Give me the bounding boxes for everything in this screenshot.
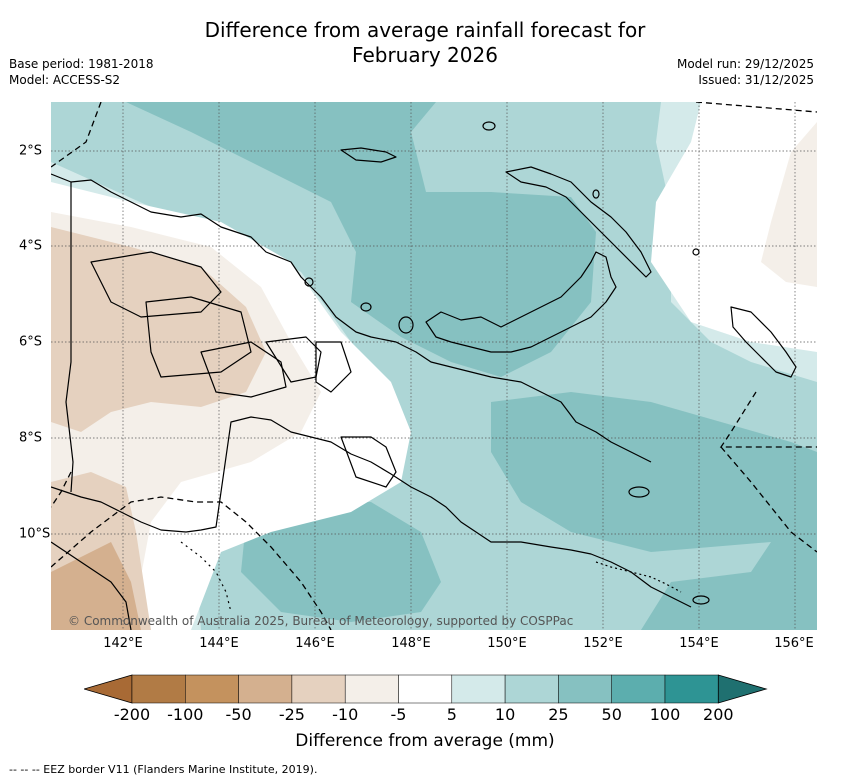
lon-tick: 150°E xyxy=(487,636,527,651)
band-25-50-north xyxy=(126,102,596,377)
meta-right: Model run: 29/12/2025 Issued: 31/12/2025 xyxy=(677,56,814,88)
province-border-1 xyxy=(90,251,222,318)
model-name: Model: ACCESS-S2 xyxy=(9,73,121,87)
colorbar-title: Difference from average (mm) xyxy=(295,731,555,751)
colorbar-label: 50 xyxy=(601,705,622,724)
copyright-notice: © Commonwealth of Australia 2025, Bureau… xyxy=(68,614,574,628)
lat-tick: 4°S xyxy=(19,238,43,254)
lat-tick: 2°S xyxy=(19,143,43,159)
colorbar-extend-high xyxy=(717,674,768,704)
colorbar-label: 5 xyxy=(446,705,457,724)
island-6 xyxy=(304,277,314,287)
colorbar-label: -25 xyxy=(278,705,305,724)
lon-tick: 156°E xyxy=(774,636,814,651)
island-2 xyxy=(398,316,414,334)
manus-coast xyxy=(340,147,397,163)
colorbar-cell xyxy=(664,674,719,704)
new-guinea-coast-south xyxy=(51,416,692,608)
band-neg25-neg50 xyxy=(51,542,141,630)
colorbar-cell xyxy=(558,674,612,704)
new-guinea-coast-north xyxy=(51,173,652,463)
lat-tick: 6°S xyxy=(19,334,43,350)
colorbar-extend-low xyxy=(84,674,133,704)
base-period: Base period: 1981-2018 xyxy=(9,57,154,71)
cape-york xyxy=(51,541,132,630)
colorbar-cell xyxy=(131,674,186,704)
gridlines xyxy=(51,102,817,630)
colorbar-label: -10 xyxy=(332,705,359,724)
colorbar-cell xyxy=(291,674,346,704)
province-border-3 xyxy=(200,341,287,398)
issued-date: Issued: 31/12/2025 xyxy=(698,73,814,87)
eez-south-west xyxy=(51,471,72,508)
band-neg5-neg10-east xyxy=(761,122,817,287)
png-indonesia-border xyxy=(65,182,74,493)
lat-tick: 10°S xyxy=(19,526,51,542)
louisiade-islands xyxy=(595,561,682,593)
island-7 xyxy=(592,189,600,199)
island-8 xyxy=(692,248,700,256)
coastlines xyxy=(51,121,797,630)
rainfall-map xyxy=(51,102,817,630)
new-ireland-coast xyxy=(505,166,652,278)
colorbar-cell xyxy=(611,674,666,704)
bougainville-coast xyxy=(730,306,797,378)
band-25-50-south xyxy=(241,502,441,622)
province-border-2 xyxy=(145,296,252,378)
lon-tick: 146°E xyxy=(295,636,335,651)
map-title: Difference from average rainfall forecas… xyxy=(0,18,850,68)
eez-south xyxy=(51,496,332,630)
province-border-6 xyxy=(340,436,397,488)
colorbar-label: 100 xyxy=(649,705,681,724)
lon-tick: 148°E xyxy=(391,636,431,651)
eez-east-south xyxy=(720,446,817,553)
colorbar-label: -100 xyxy=(167,705,204,724)
island-1 xyxy=(482,121,496,131)
colorbar-label: -50 xyxy=(225,705,252,724)
eez-north-west xyxy=(51,102,102,168)
lon-tick: 142°E xyxy=(103,636,143,651)
lat-tick: 8°S xyxy=(19,430,43,446)
colorbar-cell xyxy=(398,674,453,704)
lon-tick: 154°E xyxy=(679,636,719,651)
colorbar-cells xyxy=(84,674,768,704)
island-3 xyxy=(628,486,650,498)
title-line-2: February 2026 xyxy=(352,43,498,67)
band-25-50-east xyxy=(491,392,817,630)
model-run: Model run: 29/12/2025 xyxy=(676,57,814,71)
eez-legend: -- -- -- EEZ border V11 (Flanders Marine… xyxy=(9,763,318,776)
colorbar xyxy=(84,674,768,704)
band-neutral-east xyxy=(651,102,817,352)
province-border-5 xyxy=(315,341,352,393)
colorbar-label: 200 xyxy=(703,705,734,724)
province-border-4 xyxy=(265,336,322,383)
colorbar-label: 10 xyxy=(494,705,516,724)
island-4 xyxy=(692,595,710,605)
meta-left: Base period: 1981-2018 Model: ACCESS-S2 xyxy=(9,56,154,88)
colorbar-cell xyxy=(451,674,506,704)
colorbar-label: 25 xyxy=(548,705,569,724)
lon-tick: 152°E xyxy=(583,636,623,651)
lon-tick: 144°E xyxy=(199,636,239,651)
colorbar-cell xyxy=(504,674,559,704)
title-line-1: Difference from average rainfall forecas… xyxy=(204,18,646,42)
colorbar-cell xyxy=(238,674,293,704)
eez-borders xyxy=(51,102,817,630)
colorbar-label: -200 xyxy=(113,705,151,724)
island-5 xyxy=(360,302,372,312)
colorbar-cell xyxy=(185,674,239,704)
new-britain-coast xyxy=(425,251,617,353)
colorbar-label: -5 xyxy=(390,705,407,724)
eez-north-east xyxy=(695,102,817,113)
colorbar-cell xyxy=(344,674,399,704)
